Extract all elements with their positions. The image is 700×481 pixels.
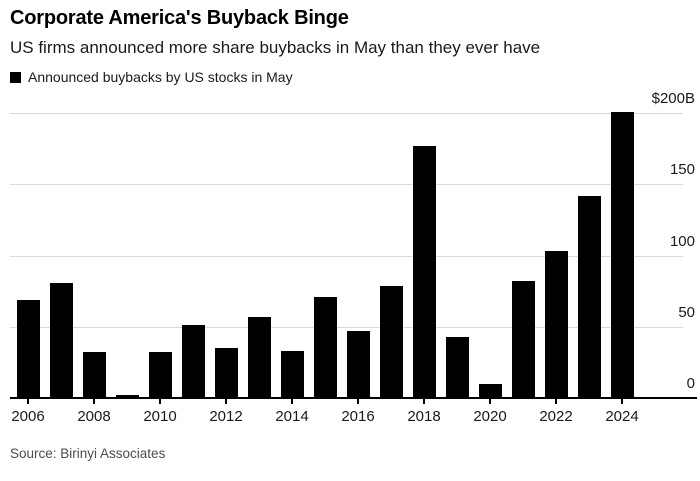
y-axis-label-150: 150 xyxy=(669,161,695,179)
x-axis-tick-2016 xyxy=(357,399,359,404)
x-axis-line xyxy=(10,397,697,399)
bar-2024 xyxy=(610,111,634,398)
bar-2011 xyxy=(181,325,205,398)
y-axis-label-50: 50 xyxy=(678,303,695,321)
x-axis-tick-2018 xyxy=(423,399,425,404)
x-axis-label-2020: 2020 xyxy=(473,408,507,425)
bar-2015 xyxy=(313,296,337,398)
gridline-150 xyxy=(10,184,683,186)
bar-2012 xyxy=(214,348,238,398)
x-axis-tick-2024 xyxy=(621,399,623,404)
bar-2008 xyxy=(82,352,106,398)
bar-2020 xyxy=(478,383,502,398)
chart-title: Corporate America's Buyback Binge xyxy=(10,7,349,29)
x-axis-label-2010: 2010 xyxy=(143,408,177,425)
gridline-100 xyxy=(10,255,683,257)
bar-2007 xyxy=(49,282,73,398)
bar-2014 xyxy=(280,351,304,398)
x-axis-label-2024: 2024 xyxy=(605,408,639,425)
x-axis-tick-2014 xyxy=(291,399,293,404)
legend: Announced buybacks by US stocks in May xyxy=(10,69,293,85)
x-axis-tick-2012 xyxy=(225,399,227,404)
y-axis-label-0: 0 xyxy=(686,375,695,392)
bar-2017 xyxy=(379,285,403,398)
bar-2018 xyxy=(412,146,436,398)
x-axis-label-2008: 2008 xyxy=(77,408,111,425)
x-axis-tick-2008 xyxy=(93,399,95,404)
bar-2016 xyxy=(346,331,370,398)
bar-2013 xyxy=(247,316,271,398)
gridline-50 xyxy=(10,326,683,328)
x-axis-label-2022: 2022 xyxy=(539,408,573,425)
legend-swatch-icon xyxy=(10,71,21,83)
x-axis-label-2012: 2012 xyxy=(209,408,243,425)
y-axis-label-100: 100 xyxy=(669,232,695,250)
x-axis-tick-2022 xyxy=(555,399,557,404)
bar-2006 xyxy=(16,299,40,398)
x-axis-label-2018: 2018 xyxy=(407,408,441,425)
x-axis-label-2014: 2014 xyxy=(275,408,309,425)
y-axis-label-200: $200B xyxy=(651,90,695,108)
x-axis-label-2016: 2016 xyxy=(341,408,375,425)
bar-2019 xyxy=(445,336,469,398)
bar-2022 xyxy=(544,251,568,398)
bar-2009 xyxy=(115,395,139,398)
gridline-200 xyxy=(10,113,683,115)
x-axis-tick-2006 xyxy=(27,399,29,404)
x-axis-tick-2010 xyxy=(159,399,161,404)
chart-subtitle: US firms announced more share buybacks i… xyxy=(10,38,541,57)
source-note: Source: Birinyi Associates xyxy=(10,446,166,461)
bar-2021 xyxy=(511,281,535,398)
bar-2010 xyxy=(148,352,172,398)
legend-label: Announced buybacks by US stocks in May xyxy=(28,69,293,85)
x-axis-label-2006: 2006 xyxy=(11,408,45,425)
x-axis-tick-2020 xyxy=(489,399,491,404)
bar-2023 xyxy=(577,195,601,398)
